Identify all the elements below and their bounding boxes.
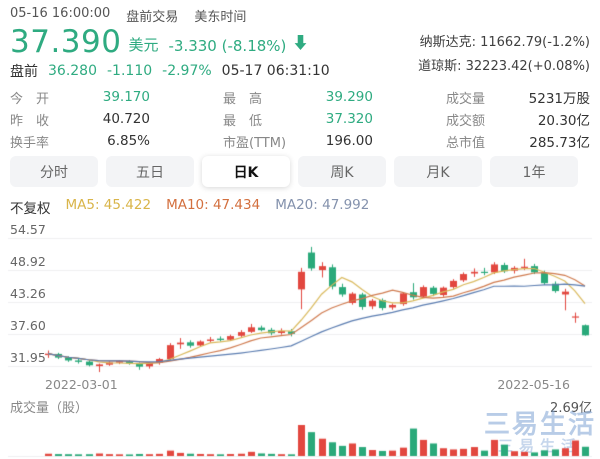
stat-prev-close: 昨 收 40.720 bbox=[10, 111, 150, 129]
index-quotes: 纳斯达克: 11662.79(-1.2%) 道琼斯: 32223.42(+0.0… bbox=[418, 31, 590, 79]
volume-title: 成交量（股） bbox=[10, 401, 89, 416]
x-label-end: 2022-05-16 bbox=[497, 377, 570, 392]
tab-intraday[interactable]: 分时 bbox=[10, 156, 98, 187]
tab-monthly-k[interactable]: 月K bbox=[394, 156, 482, 187]
ma20-legend: MA20: 47.992 bbox=[275, 197, 370, 213]
price-change: -3.330 (-8.18%) bbox=[168, 37, 287, 55]
premarket-change: -1.110 bbox=[107, 63, 153, 79]
last-price: 37.390 bbox=[10, 24, 122, 60]
volume-max-value: 2.69亿 bbox=[550, 401, 592, 416]
session-status-bar: 05-16 16:00:00 盘前交易 美东时间 bbox=[10, 6, 246, 25]
adjust-mode-label[interactable]: 不复权 bbox=[10, 201, 51, 217]
dow-label: 道琼斯: bbox=[418, 59, 462, 74]
kline-chart-canvas[interactable] bbox=[0, 218, 600, 378]
stat-open: 今 开 39.170 bbox=[10, 89, 150, 107]
nasdaq-quote: 纳斯达克: 11662.79(-1.2%) bbox=[418, 31, 590, 55]
timezone-label: 美东时间 bbox=[194, 10, 247, 25]
stats-col-1: 今 开 39.170 昨 收 40.720 换手率 6.85% bbox=[10, 86, 150, 152]
x-label-start: 2022-03-01 bbox=[45, 377, 118, 392]
premarket-price: 36.280 bbox=[48, 63, 97, 79]
tab-daily-k[interactable]: 日K bbox=[202, 156, 290, 187]
premarket-time: 05-17 06:31:10 bbox=[221, 63, 330, 79]
tab-weekly-k[interactable]: 周K bbox=[298, 156, 386, 187]
stat-volume: 成交量 5231万股 bbox=[446, 91, 590, 107]
ma-legend-row: 不复权 MA5: 45.422 MA10: 47.434 MA20: 47.99… bbox=[10, 197, 369, 217]
stat-high: 最 高 39.290 bbox=[223, 89, 373, 107]
premarket-row: 盘前 36.280 -1.110 -2.97% 05-17 06:31:10 bbox=[10, 61, 340, 81]
quote-stats-grid: 今 开 39.170 昨 收 40.720 换手率 6.85% 最 高 39.2… bbox=[10, 86, 590, 152]
volume-chart-canvas[interactable] bbox=[0, 419, 600, 459]
stats-col-3: 成交量 5231万股 成交额 20.30亿 总市值 285.73亿 bbox=[446, 86, 590, 152]
ma10-legend: MA10: 47.434 bbox=[166, 197, 261, 213]
down-arrow-icon bbox=[294, 35, 307, 54]
quote-datetime: 05-16 16:00:00 bbox=[10, 6, 111, 21]
period-tabs: 分时 五日 日K 周K 月K 1年 bbox=[10, 156, 578, 187]
session-label: 盘前交易 bbox=[126, 10, 179, 25]
nasdaq-label: 纳斯达克: bbox=[419, 35, 476, 50]
tab-1year[interactable]: 1年 bbox=[490, 156, 578, 187]
tab-5day[interactable]: 五日 bbox=[106, 156, 194, 187]
stat-market-cap: 总市值 285.73亿 bbox=[446, 135, 590, 151]
stat-turnover-rate: 换手率 6.85% bbox=[10, 133, 150, 151]
dow-quote: 道琼斯: 32223.42(+0.08%) bbox=[418, 55, 590, 79]
dow-value: 32223.42(+0.08%) bbox=[465, 59, 590, 74]
stats-col-2: 最 高 39.290 最 低 37.320 市盈(TTM) 196.00 bbox=[223, 86, 373, 152]
nasdaq-value: 11662.79(-1.2%) bbox=[480, 35, 590, 50]
stat-turnover-amount: 成交额 20.30亿 bbox=[446, 113, 590, 129]
premarket-pct: -2.97% bbox=[162, 63, 212, 79]
stat-pe-ttm: 市盈(TTM) 196.00 bbox=[223, 133, 373, 151]
price-block: 37.390 美元 -3.330 (-8.18%) bbox=[10, 25, 307, 59]
currency-label: 美元 bbox=[128, 36, 159, 54]
ma5-legend: MA5: 45.422 bbox=[65, 197, 152, 213]
stat-low: 最 低 37.320 bbox=[223, 111, 373, 129]
premarket-label: 盘前 bbox=[10, 64, 38, 80]
